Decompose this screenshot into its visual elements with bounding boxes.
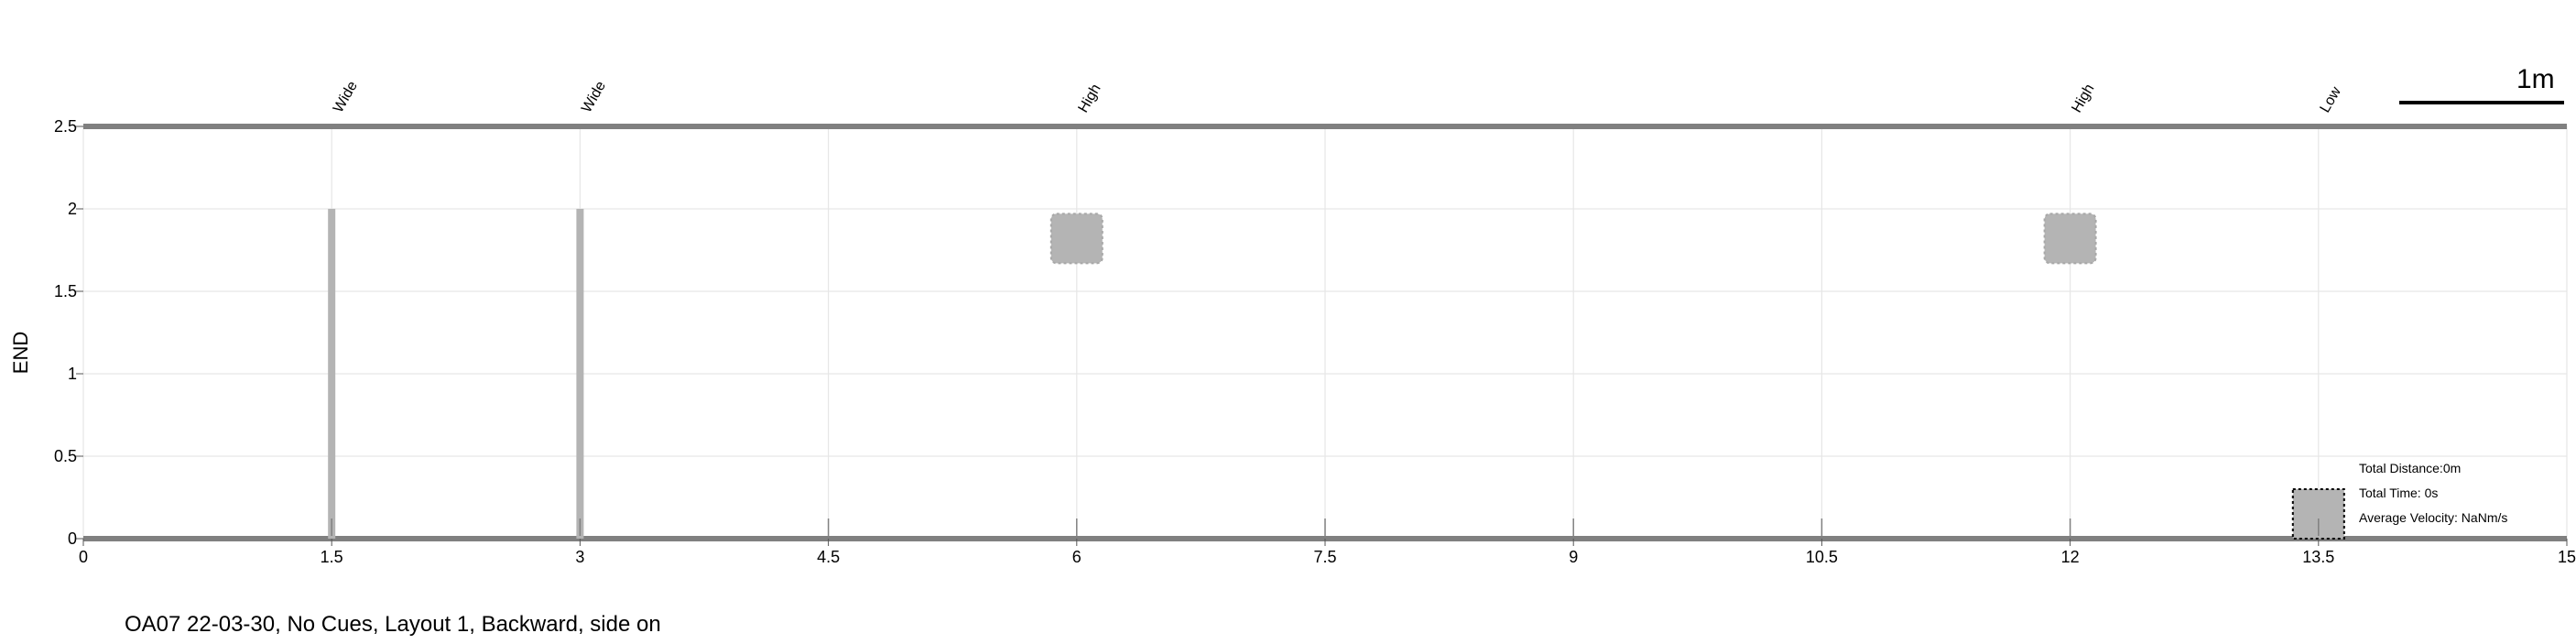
y-tick-label: 1.5 xyxy=(54,282,77,300)
x-tick-label: 3 xyxy=(575,548,584,566)
average-velocity: Average Velocity: NaNm/s xyxy=(2359,510,2508,525)
y-tick-label: 0.5 xyxy=(54,447,77,465)
x-tick-label: 12 xyxy=(2061,548,2080,566)
obstacle-wide xyxy=(328,209,336,539)
x-tick-label: 4.5 xyxy=(817,548,840,566)
grid-lines xyxy=(82,126,2568,540)
x-tick-label: 13.5 xyxy=(2302,548,2334,566)
y-tick-label: 2 xyxy=(68,200,77,218)
total-distance: Total Distance:0m xyxy=(2359,461,2462,475)
obstacle-label: Wide xyxy=(331,79,361,115)
obstacle-high xyxy=(2043,213,2097,265)
obstacle-labels: Wide Wide High High Low xyxy=(331,79,2344,115)
y-tick-label: 0 xyxy=(68,529,77,548)
figure-caption: OA07 22-03-30, No Cues, Layout 1, Backwa… xyxy=(125,612,661,637)
scale-label: 1m xyxy=(2516,64,2555,94)
step-markers xyxy=(331,518,2320,536)
y-tick-label: 2.5 xyxy=(54,117,77,136)
y-tick-label: 1 xyxy=(68,365,77,383)
y-axis-label: END xyxy=(9,332,32,374)
obstacle-label: Wide xyxy=(579,79,609,115)
x-tick-label: 15 xyxy=(2558,548,2576,566)
total-time: Total Time: 0s xyxy=(2359,486,2439,500)
tick-labels: 0 1.5 3 4.5 6 7.5 9 10.5 12 13.5 15 0 0.5 1 1.5 2 2.5 xyxy=(54,117,2576,566)
x-tick-label: 9 xyxy=(1569,548,1578,566)
obstacle-label: High xyxy=(1076,82,1104,115)
obstacle-label: Low xyxy=(2318,84,2345,115)
top-band xyxy=(83,124,2567,129)
obstacle-label: High xyxy=(2069,82,2097,115)
scale-bar xyxy=(2399,101,2564,104)
x-tick-label: 7.5 xyxy=(1313,548,1336,566)
obstacle-high xyxy=(1049,213,1103,265)
stats-panel: Total Distance:0m Total Time: 0s Average… xyxy=(2359,456,2507,530)
x-tick-label: 6 xyxy=(1072,548,1081,566)
x-tick-label: 10.5 xyxy=(1806,548,1838,566)
x-tick-label: 1.5 xyxy=(321,548,343,566)
obstacle-wide xyxy=(576,209,584,539)
x-tick-label: 0 xyxy=(79,548,88,566)
